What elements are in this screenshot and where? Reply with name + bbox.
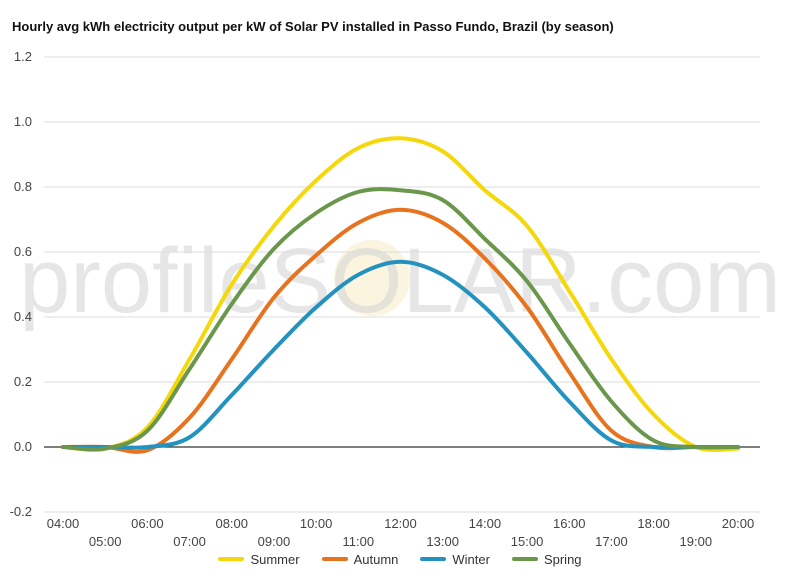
legend-label: Summer — [250, 551, 300, 567]
watermark-text: profileSOLAR.com — [19, 230, 781, 332]
y-axis-ticks: -0.2 0.0 0.2 0.4 0.6 0.8 1.0 1.2 — [10, 49, 32, 519]
y-tick-label: 1.2 — [14, 49, 32, 64]
legend-swatch — [218, 557, 245, 561]
x-tick-label: 08:00 — [215, 516, 248, 531]
x-tick-label: 12:00 — [384, 516, 417, 531]
series-line-summer — [61, 136, 740, 452]
x-tick-label: 19:00 — [680, 534, 713, 549]
legend-label: Winter — [452, 551, 490, 567]
x-tick-label: 14:00 — [469, 516, 502, 531]
legend-item-summer[interactable]: Summer — [218, 551, 300, 567]
y-tick-label: 0.0 — [14, 439, 32, 454]
x-tick-label: 18:00 — [637, 516, 670, 531]
chart-title: Hourly avg kWh electricity output per kW… — [12, 19, 614, 34]
legend-label: Autumn — [353, 551, 399, 567]
series-line-spring — [61, 187, 740, 452]
y-tick-label: 0.6 — [14, 244, 32, 259]
series-line-winter — [61, 259, 740, 450]
x-tick-label: 13:00 — [426, 534, 459, 549]
series-lines — [61, 136, 740, 454]
x-tick-label: 06:00 — [131, 516, 164, 531]
legend-swatch — [511, 557, 538, 561]
x-tick-label: 17:00 — [595, 534, 628, 549]
legend-item-spring[interactable]: Spring — [511, 551, 582, 567]
y-tick-label: 0.8 — [14, 179, 32, 194]
y-tick-label: 0.4 — [14, 309, 32, 324]
x-tick-label: 10:00 — [300, 516, 333, 531]
x-tick-label: 05:00 — [89, 534, 122, 549]
legend-swatch — [321, 557, 348, 561]
x-tick-label: 20:00 — [722, 516, 755, 531]
y-tick-label: 0.2 — [14, 374, 32, 389]
series-line-autumn — [61, 207, 740, 454]
y-tick-label: 1.0 — [14, 114, 32, 129]
x-tick-label: 07:00 — [173, 534, 206, 549]
x-tick-label: 11:00 — [343, 534, 375, 549]
legend-label: Spring — [543, 551, 582, 567]
x-tick-label: 09:00 — [258, 534, 291, 549]
x-tick-label: 15:00 — [511, 534, 544, 549]
x-axis-ticks: 04:00 05:00 06:00 07:00 08:00 09:00 10:00 11:00… — [47, 516, 755, 549]
legend-item-autumn[interactable]: Autumn — [321, 551, 399, 567]
legend: Summer Autumn Winter Spring — [0, 549, 800, 569]
x-tick-label: 04:00 — [47, 516, 80, 531]
x-tick-label: 16:00 — [553, 516, 586, 531]
watermark-sun-icon — [334, 240, 410, 316]
y-tick-label: -0.2 — [10, 504, 32, 519]
legend-swatch — [420, 557, 447, 561]
legend-item-winter[interactable]: Winter — [420, 552, 490, 567]
grid — [44, 56, 760, 513]
